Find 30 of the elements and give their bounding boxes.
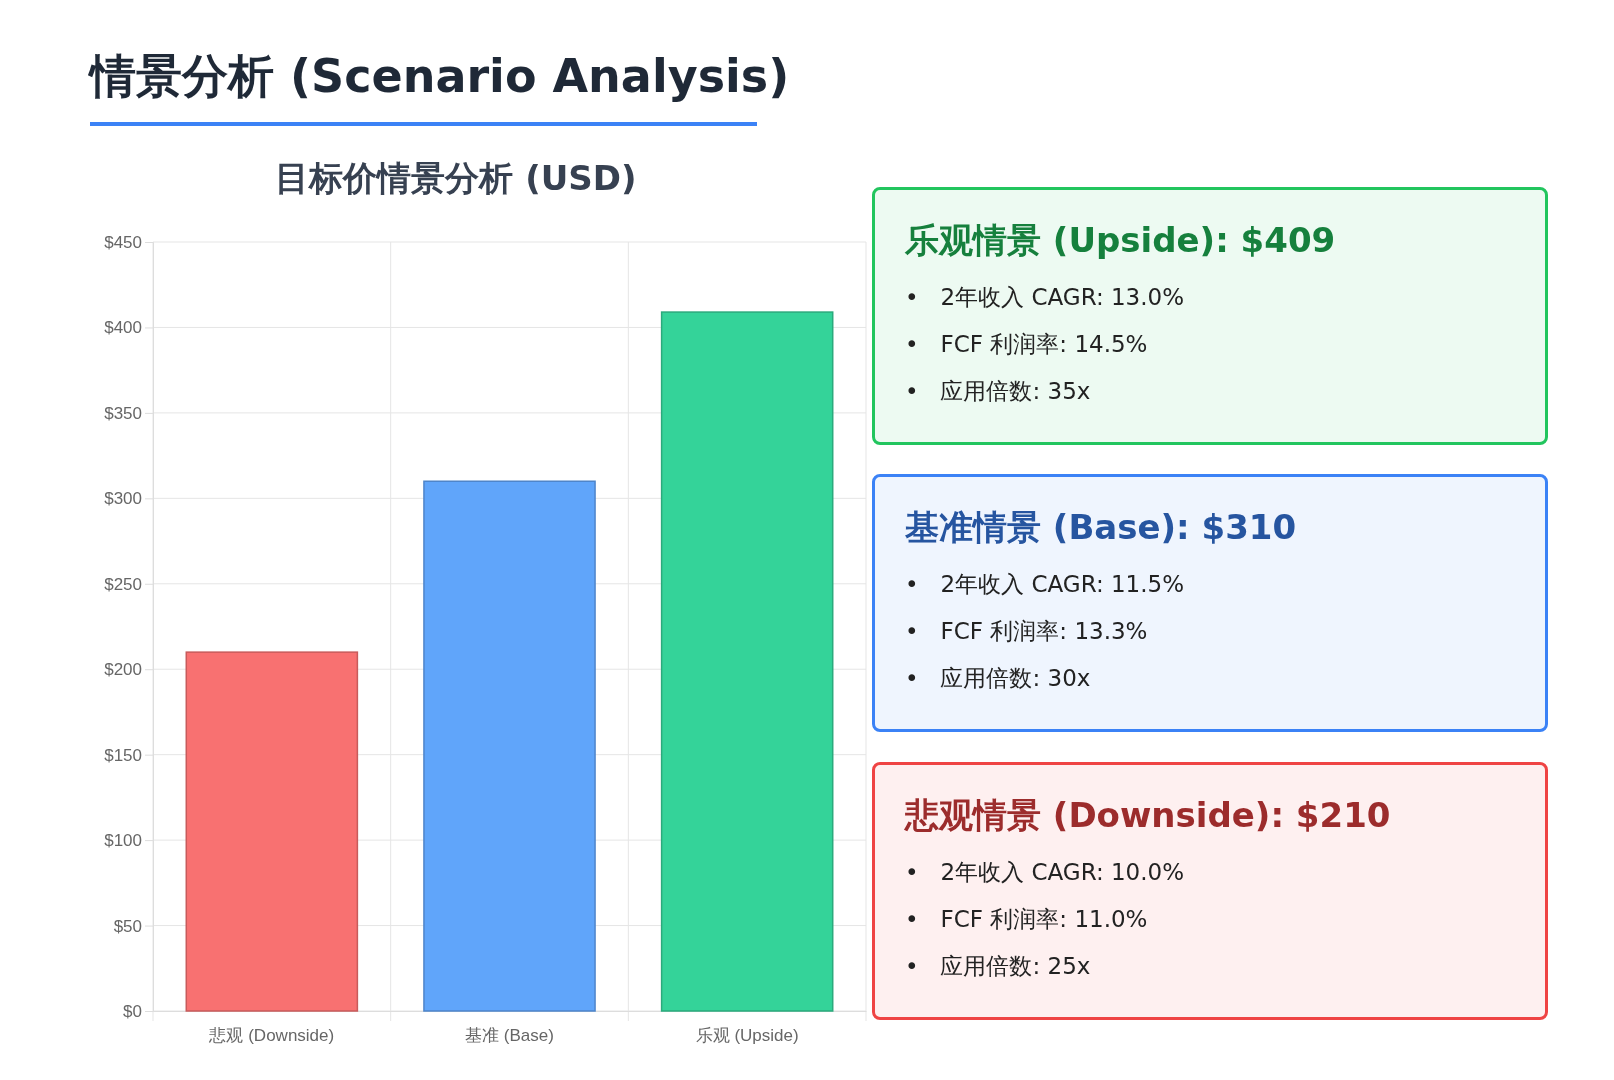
bar — [660, 311, 834, 1012]
text: 乐观情景 (Upside): $409 — [905, 219, 1337, 262]
text: • 2年收入 CAGR: 11.5% — [905, 570, 1186, 599]
y-tick-label: $450 — [104, 232, 142, 252]
y-tick-label: $250 — [104, 574, 142, 594]
text: 基准情景 (Base): $310 — [905, 506, 1298, 549]
y-tick-label: $100 — [104, 831, 142, 851]
text: • 2年收入 CAGR: 10.0% — [905, 858, 1186, 887]
y-tick-label: $350 — [104, 403, 142, 423]
text: • FCF 利润率: 14.5% — [905, 330, 1149, 359]
y-tick-label: $0 — [123, 1001, 142, 1021]
bar — [185, 651, 359, 1012]
y-tick-label: $200 — [104, 660, 142, 680]
chart-subtitle: 目标价情景分析 (USD) — [275, 158, 637, 198]
text: • 应用倍数: 30x — [905, 664, 1092, 693]
y-tick-label: $400 — [104, 318, 142, 338]
text: • 应用倍数: 25x — [905, 952, 1092, 981]
text: • 2年收入 CAGR: 13.0% — [905, 283, 1186, 312]
x-tick-label: 悲观 (Downside) — [208, 1026, 335, 1046]
y-tick-label: $150 — [104, 745, 142, 765]
chart-title: 情景分析 (Scenario Analysis) — [87, 49, 790, 103]
bar — [423, 480, 596, 1012]
text: • FCF 利润率: 11.0% — [905, 905, 1149, 934]
text: • 应用倍数: 35x — [905, 377, 1092, 406]
y-tick-label: $300 — [104, 489, 142, 509]
y-tick-label: $50 — [113, 916, 142, 936]
text: 悲观情景 (Downside): $210 — [905, 794, 1392, 837]
x-tick-label: 乐观 (Upside) — [695, 1026, 799, 1046]
text: • FCF 利润率: 13.3% — [905, 617, 1149, 646]
x-tick-label: 基准 (Base) — [465, 1026, 554, 1046]
